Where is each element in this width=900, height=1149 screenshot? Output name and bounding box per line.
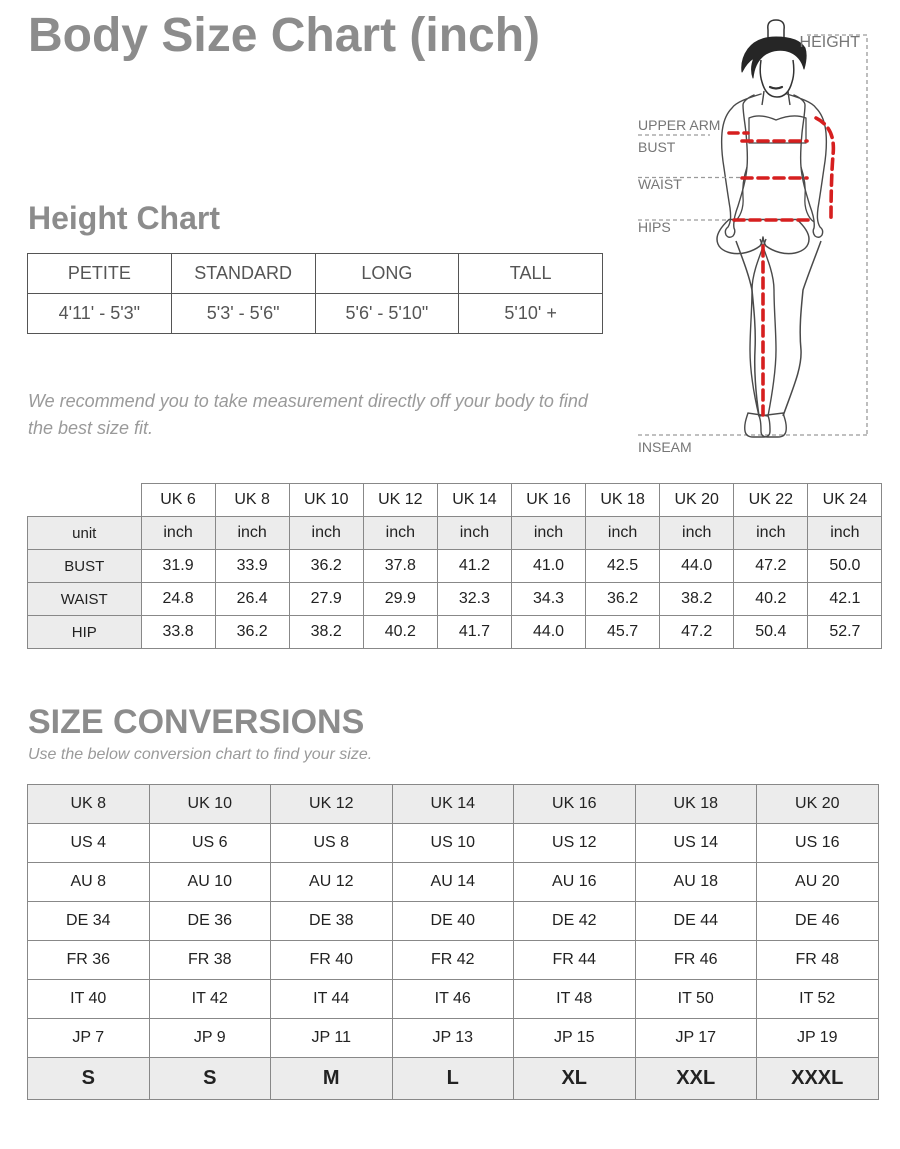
svg-text:INSEAM: INSEAM	[638, 439, 692, 455]
svg-text:WAIST: WAIST	[638, 176, 682, 192]
svg-text:HIPS: HIPS	[638, 219, 671, 235]
svg-text:BUST: BUST	[638, 139, 676, 155]
svg-text:UPPER ARM: UPPER ARM	[638, 117, 720, 133]
svg-text:HEIGHT: HEIGHT	[800, 34, 861, 51]
